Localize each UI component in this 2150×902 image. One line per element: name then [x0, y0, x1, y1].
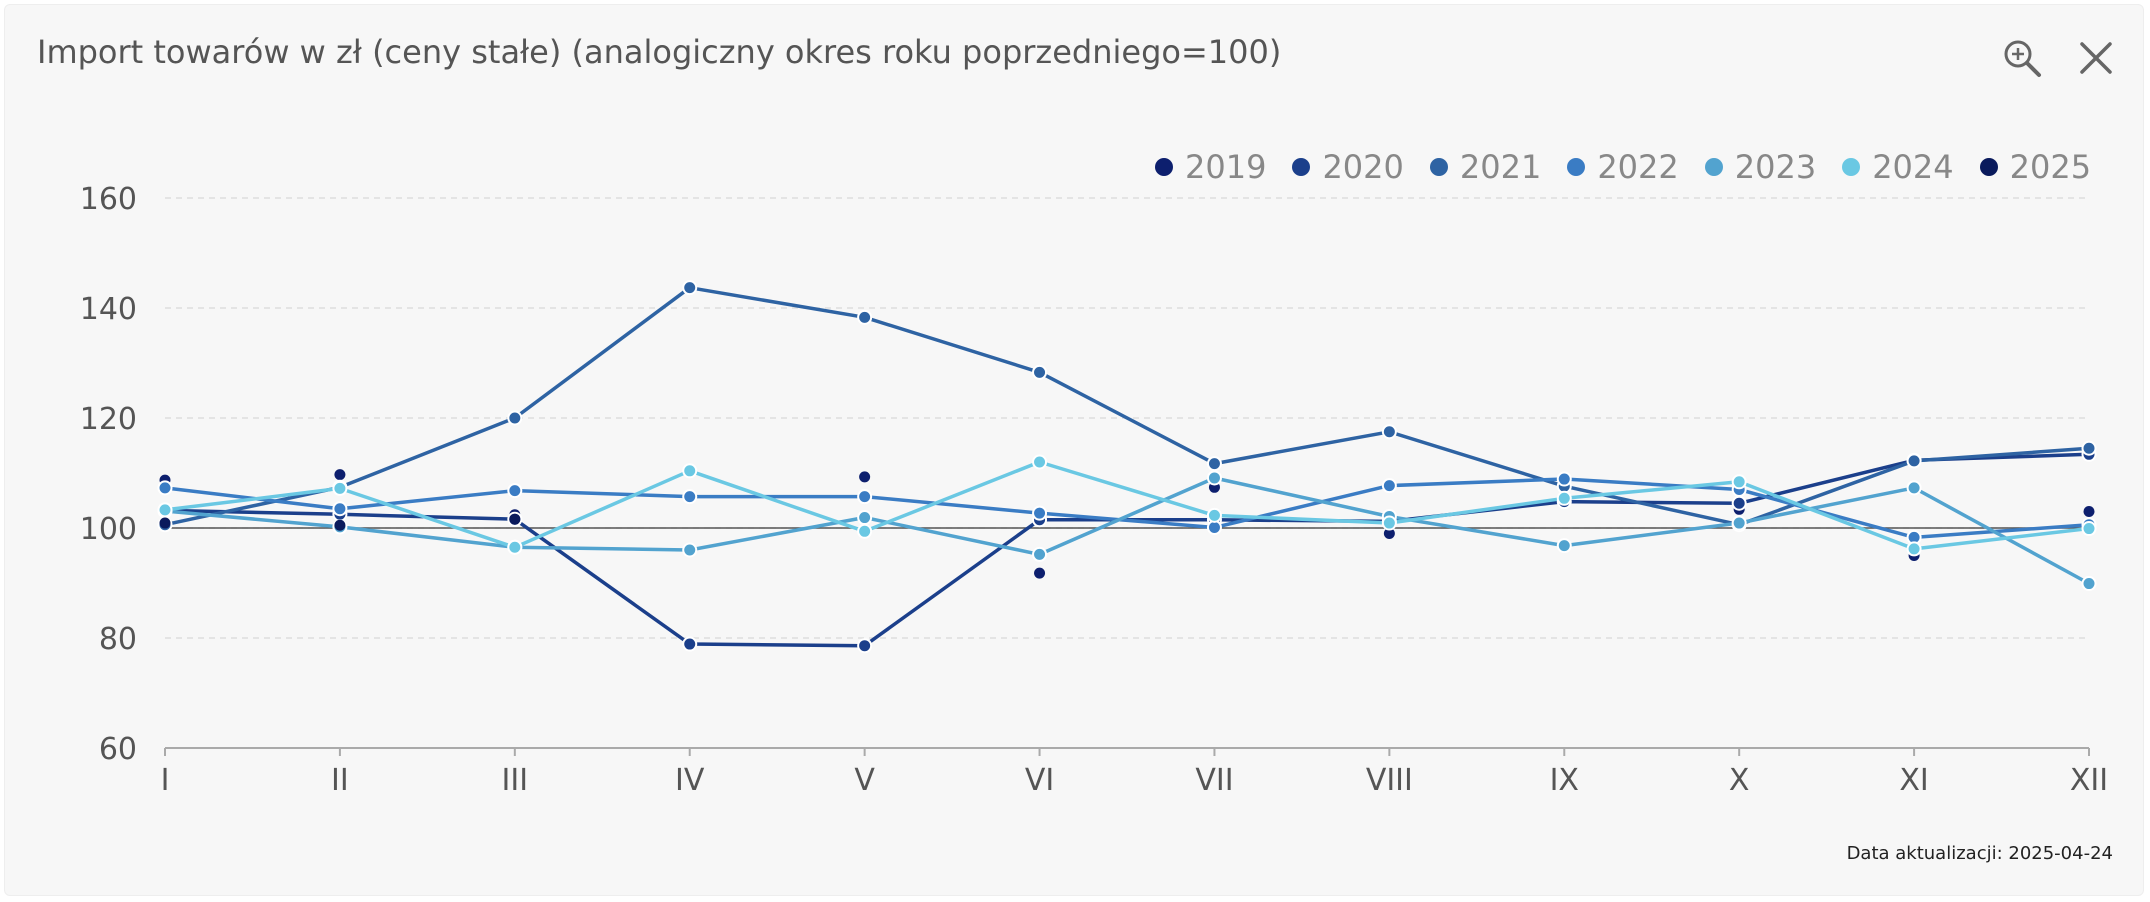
series-2023-point	[1906, 480, 1922, 496]
series-2022-point	[332, 501, 348, 517]
legend-marker	[1429, 158, 1448, 176]
x-tick-label: XII	[2070, 763, 2108, 798]
series-2021-point	[1206, 456, 1222, 472]
chart-card: Import towarów w zł (ceny stałe) (analog…	[4, 4, 2144, 896]
series-2021-point	[857, 309, 873, 325]
legend-marker	[1842, 158, 1861, 176]
legend-label: 2024	[1872, 148, 1954, 186]
series-2023-point	[857, 510, 873, 526]
series-2024-point	[1032, 454, 1048, 470]
series-2020-point	[857, 638, 873, 654]
series-2021-point	[507, 410, 523, 426]
series-2021-point	[1906, 453, 1922, 469]
series-2019-point	[859, 471, 871, 483]
series-2023-point	[1731, 515, 1747, 531]
series-2022-point	[157, 480, 173, 496]
series-2024-point	[507, 539, 523, 555]
series-2023-line	[164, 476, 2090, 586]
series-2019-point	[334, 469, 346, 481]
legend-item-2023[interactable]: 2023	[1704, 148, 1817, 186]
legend-item-2025[interactable]: 2025	[1979, 148, 2092, 186]
series-2024-point	[1731, 474, 1747, 490]
legend-label: 2025	[2009, 148, 2092, 186]
series-2020-point	[1731, 495, 1747, 511]
legend-item-2021[interactable]: 2021	[1429, 148, 1542, 186]
series-2023-point	[2081, 576, 2097, 592]
series-2024-point	[1906, 541, 1922, 557]
y-tick-label: 160	[80, 182, 137, 217]
x-tick-label: III	[502, 763, 529, 798]
series-2024-point	[1556, 490, 1572, 506]
legend-label: 2022	[1597, 148, 1679, 186]
series-2024-point	[857, 523, 873, 539]
series-2025-point	[159, 517, 171, 529]
series-2019-point	[1034, 567, 1046, 579]
series-2022-point	[1381, 478, 1397, 494]
y-tick-label: 120	[80, 402, 137, 437]
series-2024-point	[157, 502, 173, 518]
series-2022-point	[1556, 471, 1572, 487]
chart-legend: 2019 2020 2021 2022 2023 2024 2025	[1155, 145, 2091, 189]
series-2022-point	[857, 489, 873, 505]
legend-item-2022[interactable]: 2022	[1567, 148, 1679, 186]
x-tick-label: V	[854, 763, 875, 798]
legend-marker	[1292, 158, 1311, 176]
x-tick-label: XI	[1899, 763, 1928, 798]
legend-label: 2021	[1459, 148, 1542, 186]
legend-item-2024[interactable]: 2024	[1842, 148, 1954, 186]
series-2021-point	[2081, 440, 2097, 456]
series-2024-point	[1381, 515, 1397, 531]
x-tick-label: VI	[1025, 763, 1054, 798]
series-2019-point	[2083, 506, 2095, 517]
series-2021-point	[682, 280, 698, 296]
series-2023-point	[1206, 470, 1222, 486]
zoom-in-icon[interactable]	[1999, 35, 2045, 81]
series-2022-line	[164, 477, 2090, 540]
series-2025-point	[509, 513, 521, 525]
x-tick-label: X	[1729, 763, 1750, 798]
series-2019-point	[1383, 528, 1395, 539]
series-2020-point	[682, 636, 698, 652]
x-tick-label: II	[331, 763, 349, 798]
series-2024-line	[164, 460, 2090, 551]
legend-marker	[1567, 158, 1586, 176]
series-2022-point	[1206, 519, 1222, 535]
series-2022-point	[507, 483, 523, 499]
series-2024-point	[1206, 507, 1222, 523]
legend-label: 2019	[1185, 148, 1267, 186]
series-2024-point	[682, 463, 698, 479]
x-tick-label: IX	[1550, 763, 1579, 798]
series-2022-point	[1032, 505, 1048, 521]
series-2021-line	[164, 285, 2090, 527]
x-tick-label: IV	[675, 763, 705, 798]
series-2024-point	[2081, 521, 2097, 537]
y-tick-label: 60	[99, 732, 137, 767]
y-tick-label: 140	[80, 292, 137, 327]
chart-title: Import towarów w zł (ceny stałe) (analog…	[37, 33, 1282, 71]
x-tick-label: VII	[1195, 763, 1233, 798]
series-2021-point	[1032, 364, 1048, 380]
legend-label: 2020	[1322, 148, 1404, 186]
close-icon[interactable]	[2073, 35, 2119, 81]
legend-marker	[1704, 158, 1723, 176]
y-tick-label: 100	[80, 512, 137, 547]
series-2025-point	[334, 519, 346, 531]
series-2023-point	[1556, 538, 1572, 554]
series-2021-point	[1381, 424, 1397, 440]
y-tick-label: 80	[99, 622, 137, 657]
legend-label: 2023	[1734, 148, 1817, 186]
legend-marker	[1979, 158, 1998, 176]
legend-item-2019[interactable]: 2019	[1155, 148, 1266, 186]
series-2022-point	[682, 489, 698, 505]
series-2023-point	[682, 542, 698, 558]
update-date-label: Data aktualizacji: 2025-04-24	[1846, 843, 2113, 864]
x-tick-label: I	[161, 763, 170, 798]
legend-item-2020[interactable]: 2020	[1292, 148, 1404, 186]
series-2020-line	[164, 452, 2090, 648]
x-tick-label: VIII	[1366, 763, 1413, 798]
series-2023-point	[1032, 546, 1048, 562]
legend-marker	[1155, 158, 1173, 176]
series-2024-point	[332, 480, 348, 496]
